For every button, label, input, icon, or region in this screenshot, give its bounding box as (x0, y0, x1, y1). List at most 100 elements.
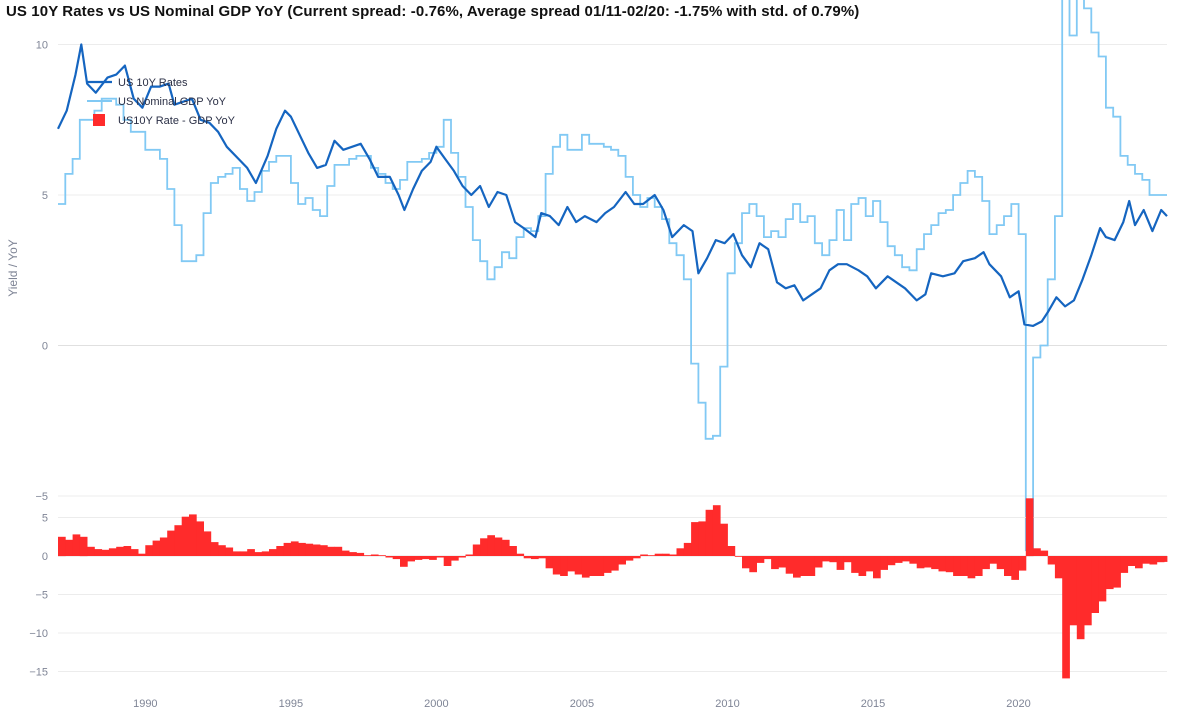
spread-bar (822, 556, 830, 562)
spread-bar (785, 556, 794, 574)
y-tick-label: 10 (36, 40, 48, 52)
x-tick-label: 2005 (570, 698, 594, 710)
top-panel-grid (58, 44, 1167, 497)
spread-bar (1135, 556, 1143, 569)
spread-bar (618, 556, 626, 565)
spread-bar (756, 556, 765, 563)
spread-bar (239, 551, 248, 556)
spread-bar (108, 548, 117, 556)
spread-bar (603, 556, 612, 573)
spread-bar (771, 556, 779, 570)
spread-bar (451, 556, 459, 561)
spread-bar (269, 549, 277, 556)
spread-bar (720, 523, 728, 556)
x-tick-label: 2000 (424, 698, 448, 710)
bottom-panel-y-ticks: −15 −10 −5 0 5 (29, 513, 48, 679)
y-tick-label: 0 (42, 341, 48, 353)
legend-item-rates[interactable]: US 10Y Rates (87, 77, 188, 89)
spread-bar (196, 521, 204, 556)
spread-bar (742, 556, 750, 569)
spread-bar (189, 514, 197, 556)
spread-bar (1040, 550, 1049, 556)
spread-bar (894, 556, 903, 563)
spread-bar (531, 556, 539, 560)
spread-bar (763, 556, 772, 560)
spread-bar (545, 556, 554, 569)
x-tick-label: 1990 (133, 698, 157, 710)
spread-bar (916, 556, 925, 569)
y-axis-label: Yield / YoY (6, 239, 20, 297)
spread-bar (414, 556, 423, 560)
spread-bar (669, 554, 677, 556)
x-axis-ticks: 1990 1995 2000 2005 2010 2015 2020 (133, 698, 1031, 710)
spread-bar (814, 556, 823, 568)
spread-bar (138, 553, 146, 556)
spread-bar (363, 555, 372, 556)
series-line-gdp (58, 0, 1167, 552)
spread-bar (829, 556, 838, 563)
spread-bar (749, 556, 757, 573)
spread-bar (1004, 556, 1012, 576)
spread-bar (654, 553, 663, 556)
spread-bar (574, 556, 583, 575)
spread-bar (327, 546, 335, 556)
spread-bar (967, 556, 976, 579)
spread-bar (378, 555, 386, 556)
spread-bar (996, 556, 1005, 570)
spread-bar (807, 556, 816, 576)
spread-bar (436, 556, 445, 558)
legend-swatch-spread (93, 114, 105, 126)
spread-bar (152, 540, 161, 556)
spread-bar (778, 556, 787, 568)
spread-bar (953, 556, 961, 576)
spread-bar (662, 553, 670, 556)
spread-bar (1025, 498, 1034, 557)
spread-bar (79, 536, 88, 557)
y-tick-label: 0 (42, 551, 48, 563)
spread-bar (683, 542, 692, 556)
legend: US 10Y Rates US Nominal GDP YoY US10Y Ra… (87, 77, 236, 127)
y-tick-label: 5 (42, 190, 48, 202)
spread-bar (960, 556, 968, 576)
spread-bar (334, 546, 343, 556)
spread-bar (174, 525, 183, 556)
spread-bar (1142, 556, 1150, 564)
spread-bar (1164, 556, 1168, 562)
spread-bar (509, 546, 517, 556)
spread-bar (632, 556, 641, 559)
spread-bar (370, 554, 379, 556)
spread-bar (705, 509, 714, 556)
legend-item-spread[interactable]: US10Y Rate - GDP YoY (93, 114, 236, 127)
legend-item-gdp[interactable]: US Nominal GDP YoY (87, 96, 227, 108)
spread-bar (858, 556, 867, 576)
spread-bar (851, 556, 859, 573)
spread-bar (727, 546, 736, 556)
spread-bar (305, 543, 314, 556)
spread-bar (167, 530, 175, 556)
spread-bar (407, 556, 415, 562)
spread-bar (261, 551, 270, 556)
spread-bar (989, 556, 998, 564)
spread-bar (58, 536, 66, 557)
spread-bar (1149, 556, 1158, 565)
spread-bar (712, 505, 721, 556)
y-tick-label: −15 (29, 667, 48, 679)
spread-bar (552, 556, 561, 575)
spread-bar (589, 556, 597, 576)
spread-bar (87, 546, 95, 556)
spread-bar (1011, 556, 1019, 580)
spread-bar (487, 535, 495, 556)
spread-bar (931, 556, 939, 570)
spread-bar (94, 549, 103, 556)
y-tick-label: 5 (42, 513, 48, 525)
spread-bar (1098, 556, 1107, 602)
spread-bar (1054, 556, 1063, 579)
spread-bar (1105, 556, 1114, 590)
spread-bar (320, 545, 328, 556)
top-panel-series (57, 0, 1168, 552)
spread-bar (443, 556, 452, 566)
spread-bar (1127, 556, 1136, 566)
y-tick-label: −5 (35, 491, 48, 503)
spread-bar (341, 550, 350, 556)
